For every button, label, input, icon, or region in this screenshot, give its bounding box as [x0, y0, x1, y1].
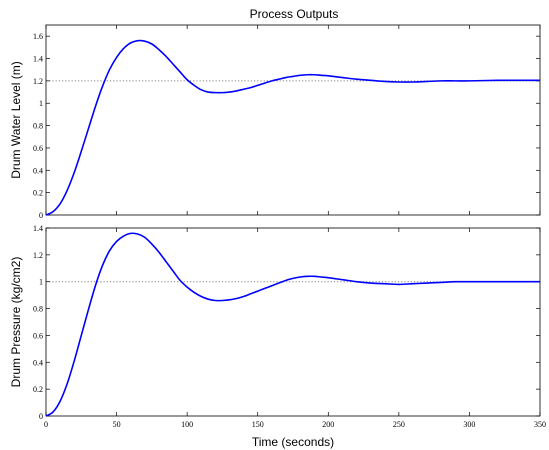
pressure-ytick-label: 0 [39, 412, 43, 421]
drum-pressure-panel: 0 0.2 0.4 0.6 0.8 1 1.2 1.4 0 50 100 150 200 250 300 35… [9, 224, 546, 429]
x-axis-title: Time (seconds) [252, 435, 334, 449]
water-level-ytick-label: 0.2 [33, 189, 43, 198]
pressure-xtick-label: 300 [463, 420, 475, 429]
drum-water-level-axes-box [45, 24, 541, 216]
pressure-response-line [45, 232, 540, 417]
drum-pressure-axes-box [45, 227, 541, 417]
pressure-ytick-label: 0.4 [33, 358, 43, 367]
water-level-ytick-label: 1.4 [33, 55, 43, 64]
water-level-ytick-label: 0.4 [33, 166, 43, 175]
water-level-ytick-label: 0.6 [33, 144, 43, 153]
pressure-ytick-label: 0.8 [33, 305, 43, 314]
water-level-ytick-label: 0.8 [33, 122, 43, 131]
pressure-xtick-label: 0 [44, 420, 48, 429]
pressure-xtick-label: 250 [393, 420, 405, 429]
pressure-xtick-label: 150 [252, 420, 264, 429]
pressure-ytick-label: 1 [39, 278, 43, 287]
pressure-ytick-label: 0.6 [33, 331, 43, 340]
water-level-ytick-label: 1.6 [33, 32, 43, 41]
pressure-xtick-label: 100 [181, 420, 193, 429]
pressure-ytick-label: 1.4 [33, 224, 43, 233]
water-level-ytick-label: 1.2 [33, 77, 43, 86]
water-level-ytick-label: 1 [39, 99, 43, 108]
pressure-ytick-label: 0.2 [33, 385, 43, 394]
figure-title: Process Outputs [250, 7, 339, 21]
pressure-xtick-label: 50 [113, 420, 121, 429]
water-level-response-line [45, 39, 540, 216]
water-level-ytick-label: 0 [39, 211, 43, 220]
drum-pressure-ylabel: Drum Pressure (kg/cm2) [9, 257, 23, 388]
pressure-xtick-label: 350 [534, 420, 546, 429]
pressure-ytick-label: 1.2 [33, 251, 43, 260]
drum-water-level-panel: 0 0.2 0.4 0.6 0.8 1 1.2 1.4 1.6 Drum Water Level… [9, 24, 541, 220]
drum-water-level-ylabel: Drum Water Level (m) [9, 61, 23, 179]
pressure-xtick-label: 200 [322, 420, 334, 429]
